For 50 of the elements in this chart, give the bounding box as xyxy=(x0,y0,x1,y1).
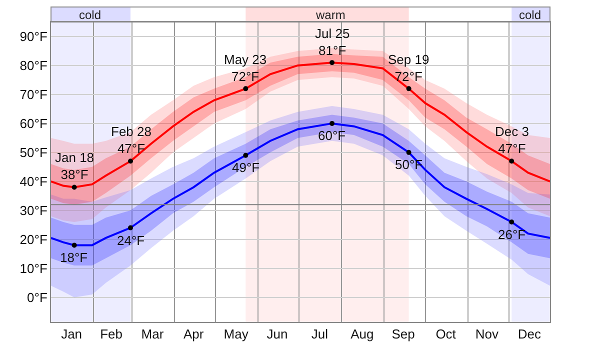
point xyxy=(330,60,335,66)
point xyxy=(72,184,77,190)
annotation: Dec 3 47°F xyxy=(495,124,529,156)
point xyxy=(406,150,412,155)
x-tick-label: Mar xyxy=(141,326,164,342)
annotation: 24°F xyxy=(117,233,145,248)
x-tick-label: Sep xyxy=(392,326,415,342)
annotation: May 23 72°F xyxy=(224,52,267,84)
x-tick-label: Oct xyxy=(436,326,456,342)
y-tick-label: 20°F xyxy=(20,232,48,247)
point xyxy=(509,220,514,224)
annotation: Jan 18 38°F xyxy=(55,150,94,182)
band-label: cold xyxy=(79,8,102,22)
annotation: 60°F xyxy=(318,128,346,143)
annotation: Sep 19 72°F xyxy=(388,52,430,84)
point xyxy=(509,158,514,164)
point xyxy=(243,86,248,92)
x-tick-label: May xyxy=(224,326,249,342)
annotation: 50°F xyxy=(395,157,423,172)
line-series xyxy=(51,122,550,246)
annotation: 18°F xyxy=(60,250,88,265)
point xyxy=(243,152,248,158)
point xyxy=(128,158,134,164)
y-tick-label: 50°F xyxy=(20,144,48,160)
point xyxy=(406,86,412,92)
y-tick-label: 70°F xyxy=(20,87,48,102)
x-tick-label: Jun xyxy=(266,326,288,342)
annotation: Feb 28 47°F xyxy=(111,124,152,156)
x-tick-label: Aug xyxy=(350,326,374,342)
x-tick-label: Jul xyxy=(311,326,328,342)
x-tick-label: Nov xyxy=(475,326,499,342)
x-tick-label: Jan xyxy=(61,326,82,342)
x-tick-label: Apr xyxy=(183,326,204,342)
band-label: warm xyxy=(315,8,346,22)
y-tick-label: 90°F xyxy=(20,29,48,44)
point xyxy=(330,120,335,126)
band-label: cold xyxy=(519,8,542,22)
x-tick-label: Dec xyxy=(518,326,542,342)
y-tick-label: 40°F xyxy=(20,174,48,189)
y-tick-label: 10°F xyxy=(20,260,48,276)
point xyxy=(128,225,134,230)
annotation: Jul 25 81°F xyxy=(315,26,350,58)
point xyxy=(72,242,77,248)
x-tick-label: Feb xyxy=(100,326,123,342)
y-tick-label: 60°F xyxy=(20,116,48,131)
annotation: 26°F xyxy=(498,227,526,242)
y-tick-label: 80°F xyxy=(20,58,48,74)
y-tick-label: 0°F xyxy=(27,290,48,305)
y-tick-label: 30°F xyxy=(20,202,48,218)
annotation: 49°F xyxy=(232,160,260,175)
